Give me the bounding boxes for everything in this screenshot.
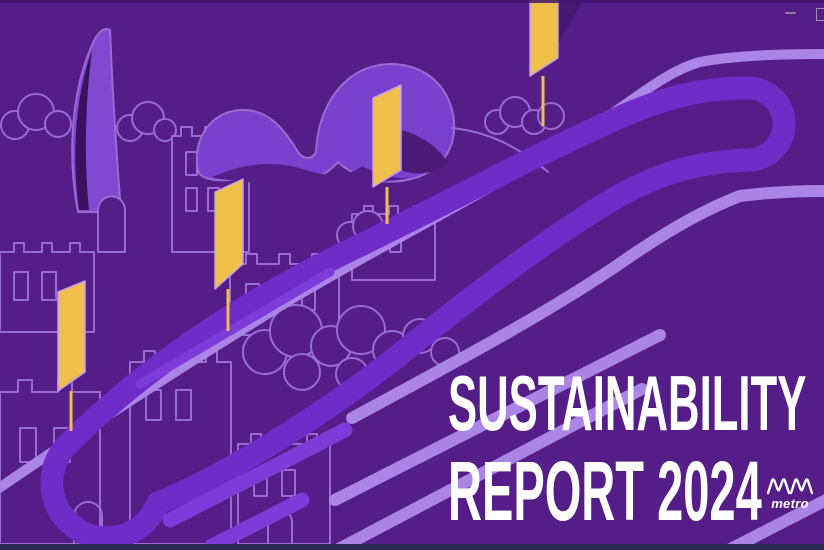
metro-logo: metro xyxy=(762,477,818,511)
building-window xyxy=(19,427,37,463)
bottom-bar xyxy=(0,544,824,550)
escalator-step-stripe xyxy=(162,422,353,528)
escalator-icon xyxy=(0,49,824,550)
yellow-banner-icon xyxy=(372,84,402,188)
building-window xyxy=(13,271,29,301)
metro-wordmark: metro xyxy=(771,496,809,511)
motion-stripe xyxy=(327,383,648,550)
yellow-banner-icon xyxy=(529,0,559,77)
minimize-button[interactable] xyxy=(785,12,796,14)
yellow-banner-icon xyxy=(214,178,244,290)
escalator-step-stripe xyxy=(135,267,335,389)
escalator-balustrade-line-lower xyxy=(346,185,824,424)
page-title: SUSTAINABILITY REPORT 2024 xyxy=(448,364,824,533)
building-window xyxy=(41,271,57,301)
flame-tower-icon xyxy=(71,27,122,213)
title-line-2: REPORT 2024 xyxy=(448,444,762,538)
yellow-banner-icon xyxy=(57,280,86,392)
banner-shadow xyxy=(558,0,580,44)
maiden-tower-icon xyxy=(97,195,126,253)
top-edge-shadow xyxy=(0,0,824,3)
building-window xyxy=(185,187,198,212)
building-window xyxy=(281,469,296,497)
tree-cloud-icon xyxy=(0,93,72,140)
metro-m-zigzag-icon xyxy=(767,478,813,495)
tree-cloud-icon xyxy=(484,96,565,135)
motion-stripe xyxy=(329,329,666,506)
resize-button[interactable] xyxy=(816,8,824,21)
tree-cloud-icon xyxy=(116,101,177,142)
escalator-step-stripe xyxy=(204,492,310,550)
building-window xyxy=(175,389,192,421)
title-line-1: SUSTAINABILITY xyxy=(448,359,807,447)
escalator-handrail xyxy=(40,76,796,550)
banner-group xyxy=(57,0,580,431)
